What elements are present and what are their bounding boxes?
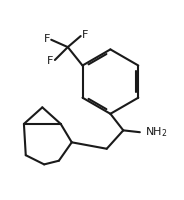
Text: F: F xyxy=(43,34,50,44)
Text: F: F xyxy=(47,56,54,66)
Text: F: F xyxy=(82,30,89,40)
Text: NH$_2$: NH$_2$ xyxy=(145,125,168,139)
